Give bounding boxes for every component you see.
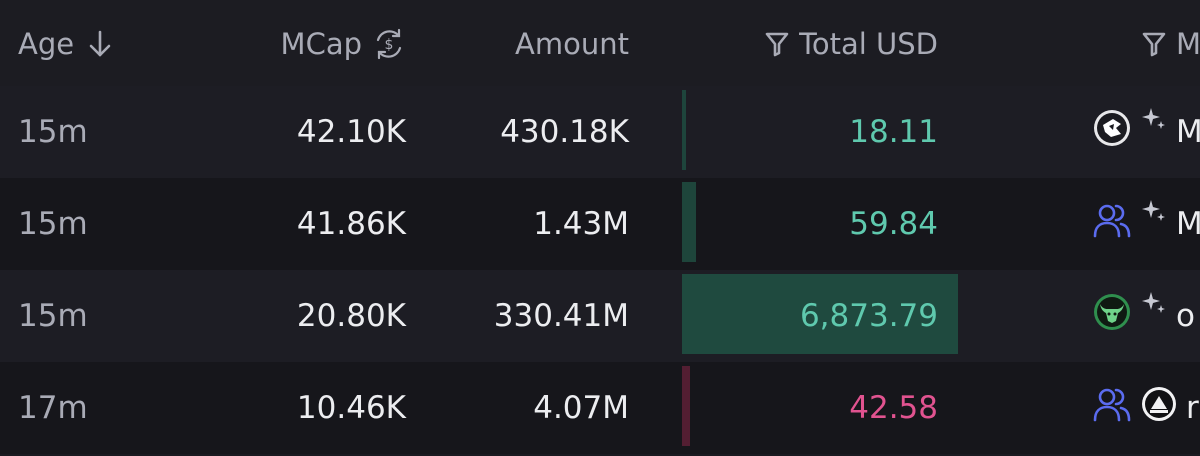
amount-column-header[interactable]: Amount <box>515 0 629 88</box>
sparkle-icon <box>1140 197 1168 233</box>
gamepad-avatar-icon[interactable] <box>1092 108 1132 156</box>
maker-cell[interactable]: M <box>1092 178 1200 270</box>
total-usd-cell: 6,873.79 <box>799 298 938 334</box>
amount-cell: 430.18K <box>500 114 629 150</box>
maker-cell[interactable]: o <box>1092 270 1195 362</box>
mcap-header-label: MCap <box>280 27 362 61</box>
mcap-cell: 42.10K <box>296 114 406 150</box>
table-header: Age MCap $ Amount <box>0 0 1200 93</box>
age-cell: 15m <box>18 298 88 334</box>
age-column-header[interactable]: Age <box>18 0 112 88</box>
sparkle-icon <box>1140 289 1168 325</box>
users-icon[interactable] <box>1092 384 1132 432</box>
age-header-label: Age <box>18 27 75 61</box>
amount-cell: 1.43M <box>533 206 629 242</box>
bull-avatar-icon[interactable] <box>1092 292 1132 340</box>
sort-down-icon[interactable] <box>88 29 112 59</box>
total-usd-column-header[interactable]: Total USD <box>765 0 938 88</box>
maker-cell[interactable]: r <box>1092 362 1199 454</box>
total-usd-cell: 18.11 <box>849 114 938 150</box>
amount-cell: 4.07M <box>533 390 629 426</box>
age-cell: 17m <box>18 390 88 426</box>
maker-cell[interactable]: M <box>1092 86 1200 178</box>
volume-bar <box>682 274 958 354</box>
total-usd-cell: 42.58 <box>849 390 938 426</box>
filter-icon[interactable] <box>1142 31 1166 57</box>
triangle-avatar-icon[interactable] <box>1140 385 1178 431</box>
table-row[interactable]: 17m 10.46K 4.07M 42.58 <box>0 362 1200 454</box>
mcap-column-header[interactable]: MCap $ <box>281 0 406 88</box>
maker-label: r <box>1186 390 1199 426</box>
users-icon[interactable] <box>1092 200 1132 248</box>
maker-header-label: M <box>1176 27 1200 61</box>
total-usd-cell: 59.84 <box>849 206 938 242</box>
svg-text:$: $ <box>385 37 394 53</box>
table-row[interactable]: 15m 41.86K 1.43M 59.84 M <box>0 178 1200 270</box>
mcap-cell: 10.46K <box>296 390 406 426</box>
volume-bar <box>682 182 696 262</box>
total-usd-header-label: Total USD <box>799 27 938 61</box>
maker-column-header[interactable]: M <box>1142 0 1200 88</box>
volume-bar <box>682 366 690 446</box>
maker-label: M <box>1176 114 1200 150</box>
volume-bar <box>682 90 686 170</box>
table-row[interactable]: 15m 42.10K 430.18K 18.11 M <box>0 86 1200 178</box>
amount-header-label: Amount <box>515 27 629 61</box>
sparkle-icon <box>1140 105 1168 141</box>
age-cell: 15m <box>18 206 88 242</box>
amount-cell: 330.41M <box>493 298 629 334</box>
mcap-cell: 41.86K <box>296 206 406 242</box>
maker-label: M <box>1176 206 1200 242</box>
age-cell: 15m <box>18 114 88 150</box>
currency-toggle-icon[interactable]: $ <box>372 27 406 61</box>
maker-label: o <box>1176 298 1195 334</box>
filter-icon[interactable] <box>765 31 789 57</box>
table-row[interactable]: 15m 20.80K 330.41M 6,873.79 o <box>0 270 1200 362</box>
mcap-cell: 20.80K <box>296 298 406 334</box>
